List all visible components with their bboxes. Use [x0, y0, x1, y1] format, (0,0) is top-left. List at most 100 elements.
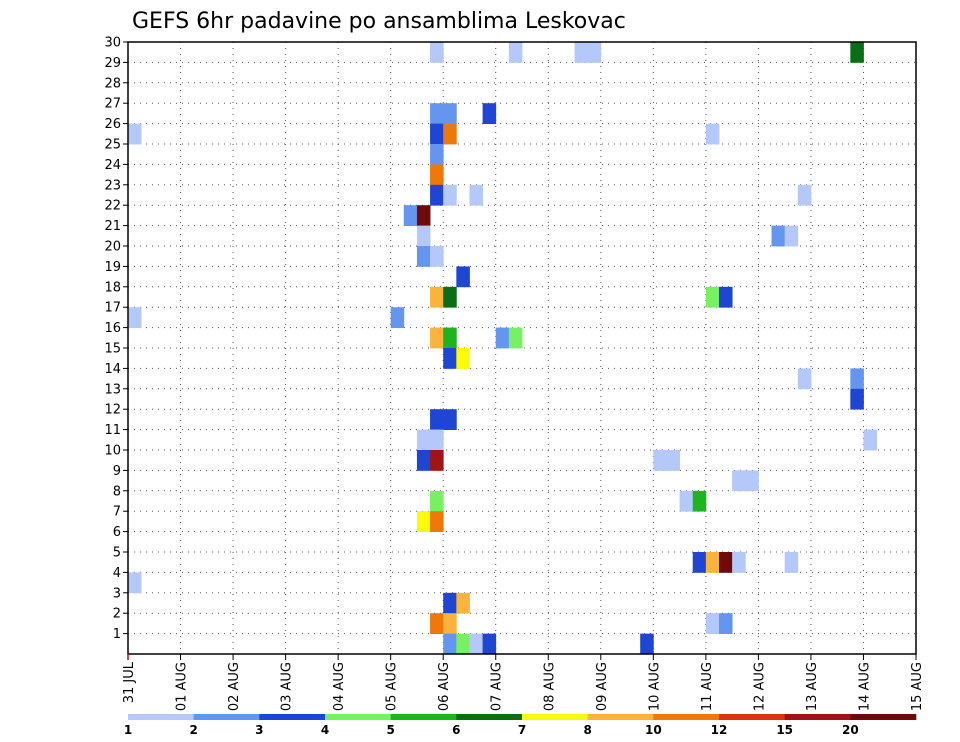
colorbar-swatch: [193, 714, 260, 720]
precip-cell: [430, 286, 444, 308]
precip-cell: [430, 103, 444, 124]
y-axis-ticks: 1234567891011121314151617181920212223242…: [104, 36, 128, 642]
y-tick-label: 8: [113, 484, 121, 499]
colorbar-tick-label: 20: [842, 723, 859, 737]
precip-cell: [587, 42, 602, 63]
y-tick-label: 24: [104, 158, 121, 173]
x-tick-label: 11 AUG: [700, 662, 715, 711]
precip-cell: [797, 184, 812, 206]
y-tick-label: 15: [104, 342, 121, 357]
precip-cell: [456, 348, 470, 369]
x-tick-label: 10 AUG: [647, 662, 662, 711]
precip-cell: [430, 450, 444, 471]
precip-cell: [430, 429, 444, 451]
y-tick-label: 4: [113, 566, 121, 581]
y-tick-label: 19: [104, 260, 121, 275]
x-tick-label: 09 AUG: [595, 662, 610, 711]
colorbar-tick-label: 15: [776, 723, 793, 737]
precip-cell: [482, 633, 497, 655]
precip-cell: [719, 286, 733, 308]
colorbar: 1 2 3 4 5 6 7 8 10 12 15 20: [124, 714, 917, 737]
precip-cell: [850, 388, 864, 410]
precip-cell: [784, 552, 799, 573]
x-tick-label: 04 AUG: [332, 662, 347, 711]
precip-cell: [443, 103, 457, 124]
precip-cell: [416, 450, 431, 471]
precip-cell: [128, 572, 142, 594]
precip-cell: [705, 552, 720, 573]
precip-cell: [430, 123, 444, 145]
y-tick-label: 22: [104, 199, 121, 214]
x-tick-label: 07 AUG: [490, 662, 505, 711]
precip-cell: [430, 144, 444, 165]
y-tick-label: 27: [104, 97, 121, 112]
precip-cell: [430, 490, 444, 512]
y-tick-label: 9: [113, 464, 121, 479]
x-tick-label: 08 AUG: [542, 662, 557, 711]
precip-cell: [430, 511, 444, 532]
precip-cell: [430, 164, 444, 186]
y-tick-label: 17: [104, 301, 121, 316]
precip-cell: [456, 592, 470, 614]
colorbar-tick-label: 6: [452, 723, 460, 737]
y-tick-label: 30: [104, 36, 121, 51]
precip-cell: [430, 42, 444, 63]
y-tick-label: 23: [104, 178, 121, 193]
precip-cell: [430, 327, 444, 349]
x-tick-label: 12 AUG: [752, 662, 767, 711]
y-tick-label: 20: [104, 240, 121, 255]
precip-cell: [443, 327, 457, 349]
colorbar-swatch: [587, 714, 654, 720]
precip-cell: [482, 103, 497, 124]
precip-cell: [692, 552, 707, 573]
colorbar-swatch: [522, 714, 588, 720]
precip-cell: [416, 225, 431, 247]
x-tick-label: 14 AUG: [857, 662, 872, 711]
x-tick-label: 01 AUG: [175, 662, 190, 711]
colorbar-swatch: [850, 714, 917, 720]
y-tick-label: 29: [104, 56, 121, 71]
colorbar-tick-label: 4: [321, 723, 329, 737]
precipitation-cells: [128, 42, 877, 655]
precip-cell: [443, 348, 457, 369]
precip-cell: [416, 511, 431, 532]
precip-cell: [732, 470, 746, 492]
colorbar-swatch: [390, 714, 457, 720]
y-tick-label: 3: [113, 586, 121, 601]
y-tick-label: 26: [104, 117, 121, 132]
precip-cell: [430, 246, 444, 267]
precip-cell: [443, 184, 457, 206]
y-tick-label: 2: [113, 607, 121, 622]
precip-cell: [430, 613, 444, 634]
precip-cell: [850, 42, 864, 63]
x-tick-label: 31 JUL: [122, 661, 137, 703]
precip-cell: [797, 368, 812, 390]
y-tick-label: 13: [104, 382, 121, 397]
precip-cell: [508, 42, 523, 63]
chart-title: GEFS 6hr padavine po ansamblima Leskovac: [132, 9, 626, 34]
precip-cell: [863, 429, 877, 451]
y-tick-label: 7: [113, 505, 121, 520]
precip-cell: [430, 409, 444, 430]
precip-cell: [443, 123, 457, 145]
precip-cell: [732, 552, 746, 573]
precip-cell: [692, 490, 707, 512]
colorbar-tick-label: 12: [711, 723, 728, 737]
y-tick-label: 5: [113, 546, 121, 561]
precip-cell: [705, 613, 720, 634]
precip-cell: [495, 327, 510, 349]
y-tick-label: 25: [104, 138, 121, 153]
x-tick-label: 03 AUG: [280, 662, 295, 711]
precip-cell: [443, 633, 457, 655]
precip-cell: [705, 286, 720, 308]
precip-cell: [443, 613, 457, 634]
precip-cell: [128, 307, 142, 328]
precip-cell: [640, 633, 654, 655]
colorbar-swatch: [325, 714, 391, 720]
y-tick-label: 6: [113, 525, 121, 540]
x-tick-label: 06 AUG: [437, 662, 452, 711]
precip-cell: [128, 123, 142, 145]
x-axis-ticks: 31 JUL 01 AUG 02 AUG 03 AUG 04 AUG 05 AUG 06 A…: [122, 654, 925, 711]
precip-cell: [719, 552, 733, 573]
